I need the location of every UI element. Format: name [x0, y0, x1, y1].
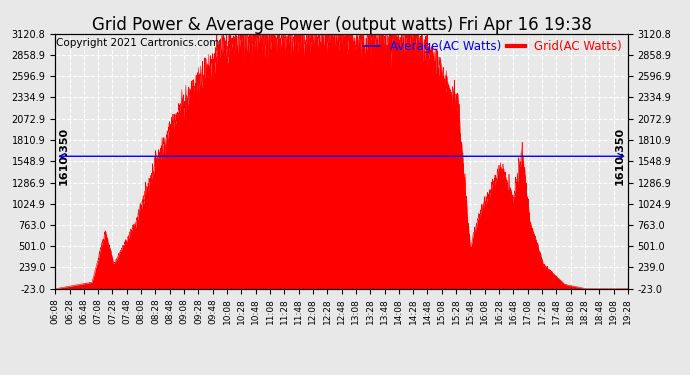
Text: 1610.350: 1610.350: [614, 127, 624, 185]
Text: 1610.350: 1610.350: [59, 127, 69, 185]
Title: Grid Power & Average Power (output watts) Fri Apr 16 19:38: Grid Power & Average Power (output watts…: [92, 16, 591, 34]
Legend: Average(AC Watts), Grid(AC Watts): Average(AC Watts), Grid(AC Watts): [363, 40, 622, 53]
Text: Copyright 2021 Cartronics.com: Copyright 2021 Cartronics.com: [56, 38, 219, 48]
